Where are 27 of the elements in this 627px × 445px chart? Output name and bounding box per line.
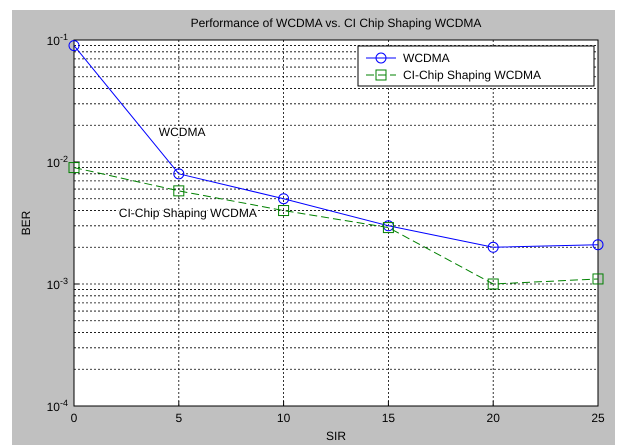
point [488, 242, 499, 253]
x-tick-label: 5 [175, 411, 182, 426]
point [173, 168, 184, 180]
x-tick-label: 10 [276, 411, 291, 426]
legend-label: CI-Chip Shaping WCDMA [403, 68, 542, 82]
y-tick-label: 10$^{-2}$ [46, 154, 68, 170]
point [488, 278, 499, 290]
x-tick-label: 25 [591, 411, 605, 426]
point [278, 193, 290, 204]
x-tick-label: 20 [486, 411, 500, 426]
chart-title: Performance of WCDMA vs. CI Chip Shaping WCDMA [190, 16, 482, 30]
point [278, 205, 290, 216]
annotation: WCDMA [158, 125, 206, 140]
point [592, 239, 604, 250]
annotation: CI-Chip Shaping WCDMA [118, 206, 257, 220]
point [68, 40, 80, 52]
y-tick-label: 10$^{-3}$ [46, 276, 68, 292]
x-axis-title: SIR [326, 429, 346, 443]
point [592, 273, 604, 284]
x-tick-label: 15 [382, 411, 396, 426]
y-tick-label: 10$^{-1}$ [46, 32, 68, 48]
x-tick-label: 0 [70, 411, 78, 426]
legend-label: WCDMA [403, 51, 450, 66]
point [173, 185, 184, 196]
y-tick-label: 10$^{-4}$ [46, 398, 68, 414]
y-axis-title: BER [19, 210, 33, 236]
point [68, 162, 80, 174]
